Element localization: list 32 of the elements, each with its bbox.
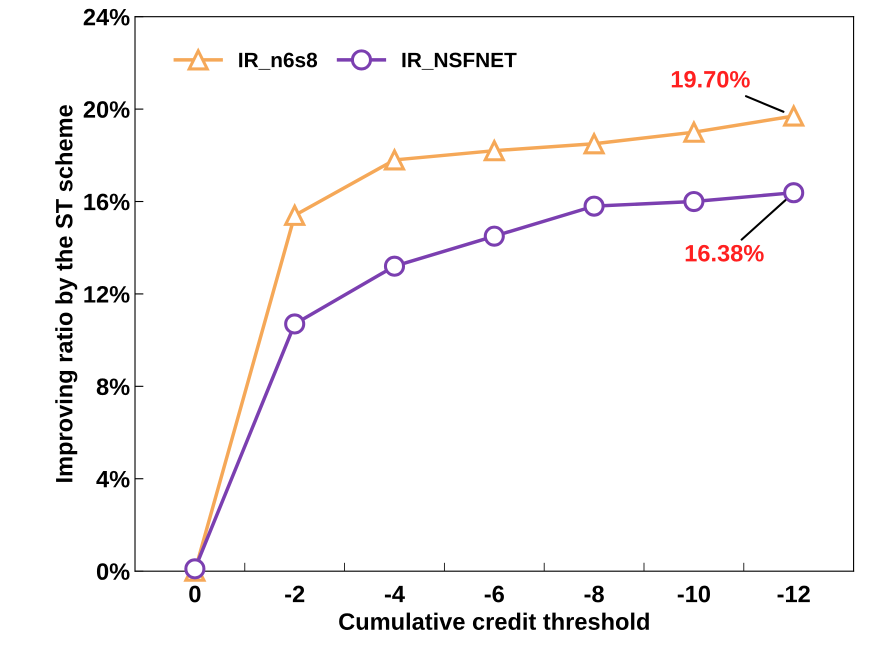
annotation: 19.70% — [672, 70, 750, 88]
point — [584, 196, 605, 217]
point — [284, 313, 306, 335]
point — [384, 149, 406, 170]
y-tick-label: 20% — [84, 101, 130, 118]
legend-label: IR_NSFNET — [402, 52, 517, 70]
point — [284, 204, 306, 226]
annotation: 16.38% — [686, 244, 764, 262]
y-tick-label: 24% — [84, 8, 130, 26]
point — [484, 226, 505, 247]
y-tick-label: 16% — [84, 194, 130, 210]
y-axis-title: Improving ratio by the ST scheme — [55, 105, 78, 482]
x-tick-label: -8 — [584, 586, 604, 602]
point — [484, 140, 505, 162]
x-tick-label: 0 — [189, 586, 200, 602]
y-tick-label: 8% — [96, 378, 130, 396]
x-tick-label: -4 — [384, 586, 405, 602]
x-tick-label: -2 — [285, 586, 304, 602]
y-tick-label: 4% — [96, 470, 130, 488]
point — [783, 182, 804, 204]
point — [384, 256, 406, 277]
y-tick-label: 12% — [84, 286, 130, 303]
point — [683, 122, 704, 143]
x-tick-label: -6 — [484, 586, 504, 602]
point — [683, 190, 704, 212]
point — [783, 105, 804, 127]
point — [584, 133, 605, 154]
x-tick-label: -10 — [678, 586, 710, 602]
y-tick-label: 0% — [96, 563, 130, 580]
x-axis-title: Cumulative credit threshold — [339, 612, 649, 630]
x-tick-label: -12 — [778, 586, 810, 602]
legend-label: IR_n6s8 — [239, 52, 318, 70]
